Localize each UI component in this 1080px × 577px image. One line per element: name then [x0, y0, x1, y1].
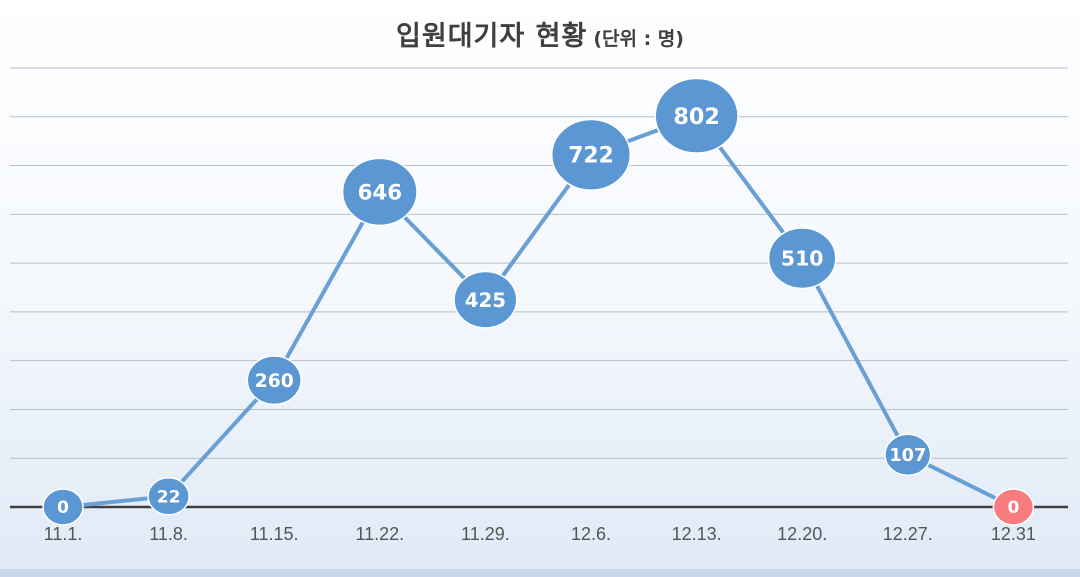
- data-label: 802: [673, 104, 720, 130]
- data-point: [42, 488, 84, 526]
- bottom-band: [0, 569, 1080, 577]
- series-line: [61, 113, 1016, 509]
- x-tick-label: 11.15.: [250, 524, 299, 544]
- data-label: 260: [255, 371, 294, 392]
- data-point: [992, 488, 1035, 526]
- data-label: 510: [781, 247, 824, 271]
- data-label: 0: [57, 498, 69, 518]
- x-tick-label: 11.22.: [355, 524, 404, 544]
- data-label: 22: [157, 487, 181, 507]
- data-point: [767, 227, 837, 290]
- data-point: [453, 270, 518, 329]
- data-label: 646: [358, 181, 402, 206]
- x-tick-label: 12.6.: [571, 524, 611, 544]
- x-tick-label: 12.20.: [777, 524, 827, 544]
- data-point: [147, 476, 190, 516]
- data-label: 722: [568, 144, 614, 169]
- data-point: [884, 433, 932, 477]
- x-tick-label: 12.13.: [672, 524, 722, 544]
- x-tick-label: 11.29.: [461, 524, 510, 544]
- chart-title: 입원대기자 현황 (단위 : 명): [0, 14, 1080, 53]
- data-label: 107: [889, 446, 926, 466]
- chart-unit-note: (단위 : 명): [593, 28, 684, 50]
- x-tick-label: 11.8.: [149, 524, 188, 544]
- data-label: 425: [465, 289, 506, 312]
- x-tick-label: 12.31: [991, 524, 1036, 544]
- x-tick-label: 12.27.: [883, 524, 933, 544]
- data-point: [550, 118, 632, 191]
- chart-title-main: 입원대기자 현황: [396, 21, 588, 52]
- data-label: 0: [1007, 498, 1019, 518]
- data-point: [341, 157, 418, 227]
- x-tick-label: 11.1.: [44, 524, 83, 544]
- data-point: [246, 355, 302, 406]
- data-point: [654, 77, 739, 154]
